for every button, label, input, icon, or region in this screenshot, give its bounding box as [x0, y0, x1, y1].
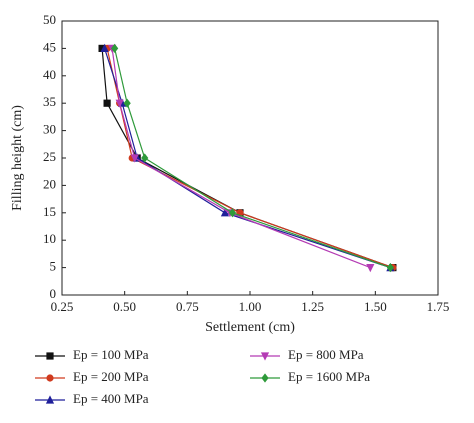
y-tick-label: 45 [43, 39, 56, 54]
legend-label: Ep = 100 MPa [73, 347, 149, 362]
y-tick-label: 50 [43, 12, 56, 27]
marker [386, 263, 394, 273]
legend-label: Ep = 400 MPa [73, 391, 149, 406]
x-tick-label: 1.25 [301, 299, 324, 314]
y-tick-label: 25 [43, 149, 56, 164]
plot-frame [61, 20, 439, 296]
y-tick-label: 10 [43, 231, 56, 246]
marker [115, 99, 124, 108]
marker [260, 352, 270, 361]
marker [98, 44, 106, 52]
legend-label: Ep = 1600 MPa [288, 369, 370, 384]
y-tick-label: 0 [50, 286, 57, 301]
marker [228, 208, 237, 218]
legend-label: Ep = 200 MPa [73, 369, 149, 384]
marker [123, 98, 131, 108]
marker [45, 395, 55, 404]
marker [261, 373, 269, 383]
y-tick-label: 5 [50, 259, 57, 274]
marker [220, 208, 230, 217]
marker [46, 374, 54, 382]
y-tick-label: 15 [43, 204, 56, 219]
series-line [106, 48, 394, 269]
y-tick-label: 20 [43, 176, 56, 191]
marker [141, 153, 149, 163]
x-tick-label: 1.75 [427, 299, 450, 314]
series-line [114, 48, 391, 269]
y-axis-title: Filling height (cm) [10, 105, 25, 211]
marker [100, 43, 109, 52]
x-axis-title: Settlement (cm) [205, 320, 295, 335]
y-tick-label: 35 [43, 94, 56, 109]
legend-label: Ep = 800 MPa [288, 347, 364, 362]
marker [103, 99, 111, 107]
marker [111, 43, 119, 53]
x-tick-label: 0.50 [113, 299, 136, 314]
y-tick-label: 30 [43, 122, 56, 137]
marker [46, 352, 54, 360]
y-tick-label: 40 [43, 67, 56, 82]
x-tick-label: 0.25 [51, 299, 74, 314]
x-tick-label: 0.75 [176, 299, 199, 314]
series-line [111, 48, 371, 269]
marker [366, 264, 375, 273]
x-tick-label: 1.50 [364, 299, 387, 314]
marker [130, 154, 139, 163]
x-tick-label: 1.00 [239, 299, 262, 314]
